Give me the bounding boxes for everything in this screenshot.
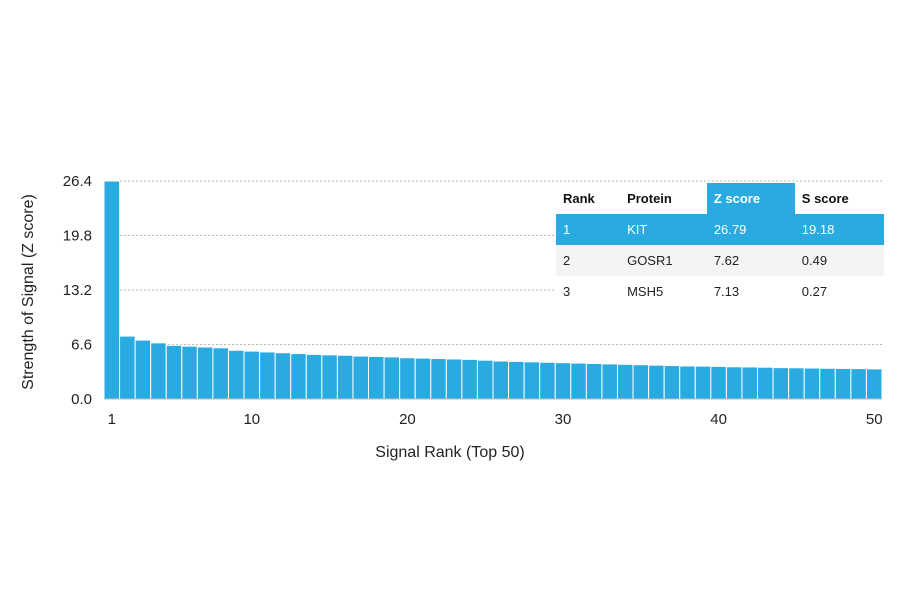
table-row: 1 KIT 26.79 19.18: [556, 214, 884, 245]
cell-z-score: 7.62: [706, 245, 795, 276]
bar: [679, 365, 696, 400]
bar: [725, 366, 743, 400]
cell-z-score: 26.79: [706, 214, 795, 245]
bar: [788, 367, 805, 400]
bar: [461, 358, 478, 400]
cell-s-score: 19.18: [794, 214, 884, 245]
y-tick-label: 0.0: [71, 391, 92, 408]
bar: [803, 367, 821, 400]
y-tick-label: 19.8: [63, 228, 92, 245]
bar: [554, 362, 572, 400]
bar: [445, 358, 463, 400]
bar: [601, 363, 618, 400]
bar: [274, 352, 292, 400]
x-tick-label: 10: [243, 411, 260, 428]
x-tick-label: 1: [108, 411, 116, 428]
header-protein: Protein: [627, 191, 672, 206]
bar: [663, 365, 681, 400]
table-row: 3 MSH5 7.13 0.27: [556, 276, 884, 307]
y-tick-labels: 0.0 6.6 13.2 19.8 26.4: [63, 173, 92, 408]
bar: [305, 353, 323, 400]
table-row: 2 GOSR1 7.62 0.49: [556, 245, 884, 276]
bar: [103, 180, 121, 400]
x-axis-title: Signal Rank (Top 50): [375, 444, 524, 461]
x-tick-label: 30: [555, 411, 572, 428]
bar: [492, 360, 510, 400]
y-axis-title: Strength of Signal (Z score): [20, 194, 37, 390]
bar: [119, 335, 136, 400]
bar: [243, 350, 261, 400]
bar: [290, 353, 307, 400]
cell-s-score: 0.27: [794, 276, 884, 307]
bar: [570, 362, 587, 400]
bar: [834, 367, 852, 400]
y-tick-label: 13.2: [63, 282, 92, 299]
bars: [103, 180, 883, 400]
cell-rank: 3: [556, 276, 621, 307]
bar: [165, 344, 183, 400]
bar: [694, 365, 712, 400]
bar: [539, 361, 556, 400]
y-tick-label: 26.4: [63, 173, 92, 190]
bar: [399, 357, 416, 400]
bar: [616, 363, 634, 400]
x-tick-label: 20: [399, 411, 416, 428]
bar: [259, 351, 276, 400]
bar: [383, 356, 401, 400]
header-s-score: S score: [801, 191, 849, 206]
bar: [585, 362, 603, 400]
cell-rank: 2: [556, 245, 621, 276]
top-proteins-table: Rank Protein Z score S score 1 KIT 26.79…: [556, 183, 884, 307]
cell-rank: 1: [556, 214, 621, 245]
bar: [757, 366, 774, 400]
bar: [368, 355, 385, 400]
cell-protein: GOSR1: [620, 245, 707, 276]
bar: [212, 347, 229, 400]
bar: [414, 357, 432, 400]
bar: [632, 364, 650, 400]
cell-protein: MSH5: [620, 276, 707, 307]
bar: [352, 355, 370, 400]
bar: [741, 366, 759, 400]
bar: [508, 360, 525, 400]
bar: [150, 342, 167, 400]
cell-s-score: 0.49: [794, 245, 884, 276]
bar: [196, 346, 214, 400]
cell-z-score: 7.13: [706, 276, 795, 307]
bar: [865, 368, 883, 400]
cell-protein: KIT: [620, 214, 707, 245]
bar: [336, 354, 354, 400]
x-tick-labels: 1 10 20 30 40 50: [108, 411, 883, 428]
bar: [710, 365, 727, 400]
bar: [430, 358, 447, 400]
bar: [648, 364, 665, 400]
bar: [227, 349, 245, 400]
bar: [476, 359, 494, 400]
x-tick-label: 50: [866, 411, 883, 428]
header-z-score: Z score: [706, 183, 795, 214]
bar: [321, 354, 338, 400]
bar: [850, 368, 867, 400]
header-rank: Rank: [563, 191, 595, 206]
bar: [772, 367, 790, 400]
table-header-row: Rank Protein Z score S score: [556, 183, 884, 214]
y-tick-label: 6.6: [71, 337, 92, 354]
bar: [134, 339, 152, 400]
bar: [819, 367, 836, 400]
x-tick-label: 40: [710, 411, 727, 428]
bar: [181, 345, 198, 400]
bar: [523, 361, 541, 400]
